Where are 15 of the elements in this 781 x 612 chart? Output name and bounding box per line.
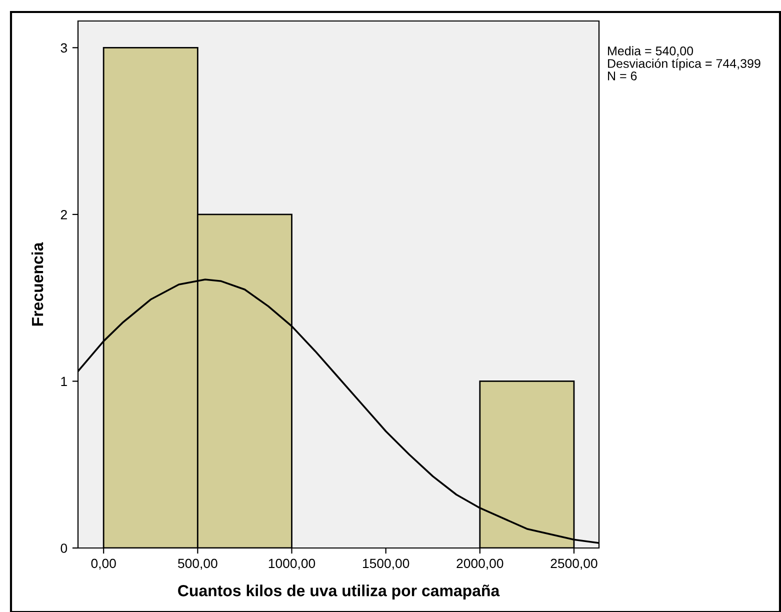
y-axis-title: Frecuencia: [31, 242, 44, 326]
x-tick-label: 2500,00: [550, 558, 598, 570]
x-tick-label: 1500,00: [362, 558, 410, 570]
y-tick-label: 1: [61, 376, 67, 386]
x-tick-label: 1000,00: [268, 558, 316, 570]
y-tick-label: 2: [60, 210, 67, 220]
x-tick-label: 0,00: [91, 558, 116, 570]
text: Desviación típica = 744,399: [608, 58, 760, 70]
x-tick-label: 2000,00: [456, 558, 504, 570]
y-tick-label: 3: [60, 43, 68, 53]
text: N = 6: [608, 72, 637, 80]
x-axis-title: Cuantos kilos de uva utiliza por camapaña: [178, 584, 500, 600]
text: Media = 540,00: [608, 46, 694, 57]
y-tick-label: 0: [60, 544, 68, 553]
x-tick-label: 500,00: [178, 558, 218, 570]
